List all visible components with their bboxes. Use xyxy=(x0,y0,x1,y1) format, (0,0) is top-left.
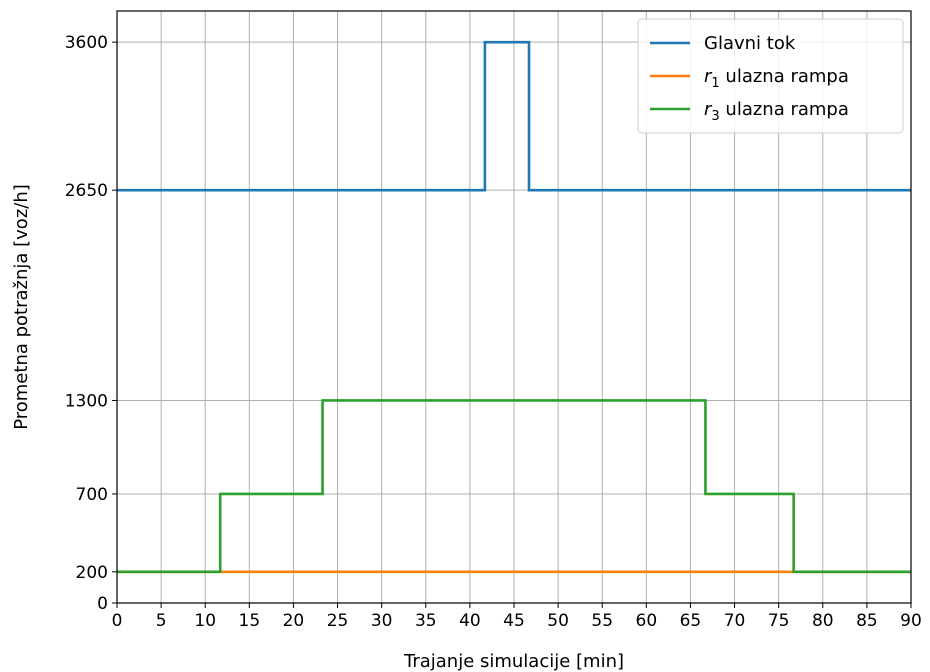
x-tick-label: 90 xyxy=(900,611,922,631)
y-axis-label: Prometna potražnja [voz/h] xyxy=(11,184,32,430)
legend-label-1: Glavni tok xyxy=(704,33,796,54)
x-tick-label: 5 xyxy=(156,611,167,631)
x-tick-label: 30 xyxy=(371,611,393,631)
y-tick-label: 0 xyxy=(97,594,108,614)
legend-label-3: r3 ulazna rampa xyxy=(704,99,849,124)
x-tick-label: 80 xyxy=(812,611,834,631)
x-tick-label: 20 xyxy=(283,611,305,631)
y-tick-label: 1300 xyxy=(65,391,108,411)
x-tick-label: 55 xyxy=(591,611,613,631)
y-tick-label: 200 xyxy=(76,563,108,583)
legend-label-2: r1 ulazna rampa xyxy=(704,66,849,91)
axis-ticks: 0 5 10 15 20 25 30 35 40 45 50 55 60 65 70 75 80 85 90 0 200… xyxy=(65,33,922,631)
legend-box xyxy=(637,18,904,134)
x-tick-label: 35 xyxy=(415,611,437,631)
x-tick-label: 40 xyxy=(459,611,481,631)
x-tick-label: 10 xyxy=(194,611,216,631)
y-tick-label: 2650 xyxy=(65,181,108,201)
y-tick-label: 700 xyxy=(76,485,108,505)
series-line-3 xyxy=(117,399,911,574)
x-tick-label: 45 xyxy=(503,611,525,631)
x-tick-label: 0 xyxy=(112,611,123,631)
x-tick-label: 60 xyxy=(636,611,658,631)
series-line-1 xyxy=(117,40,911,192)
x-tick-label: 25 xyxy=(327,611,349,631)
x-tick-label: 85 xyxy=(856,611,878,631)
x-tick-label: 50 xyxy=(547,611,569,631)
x-tick-label: 75 xyxy=(768,611,790,631)
legend: Glavni tok r1 ulazna rampa r3 ulazna rampa xyxy=(637,18,904,134)
x-tick-label: 15 xyxy=(239,611,261,631)
x-tick-label: 70 xyxy=(724,611,746,631)
x-tick-label: 65 xyxy=(680,611,702,631)
x-axis-label: Trajanje simulacije [min] xyxy=(403,651,624,672)
y-tick-label: 3600 xyxy=(65,33,108,53)
series-layer xyxy=(117,40,911,574)
